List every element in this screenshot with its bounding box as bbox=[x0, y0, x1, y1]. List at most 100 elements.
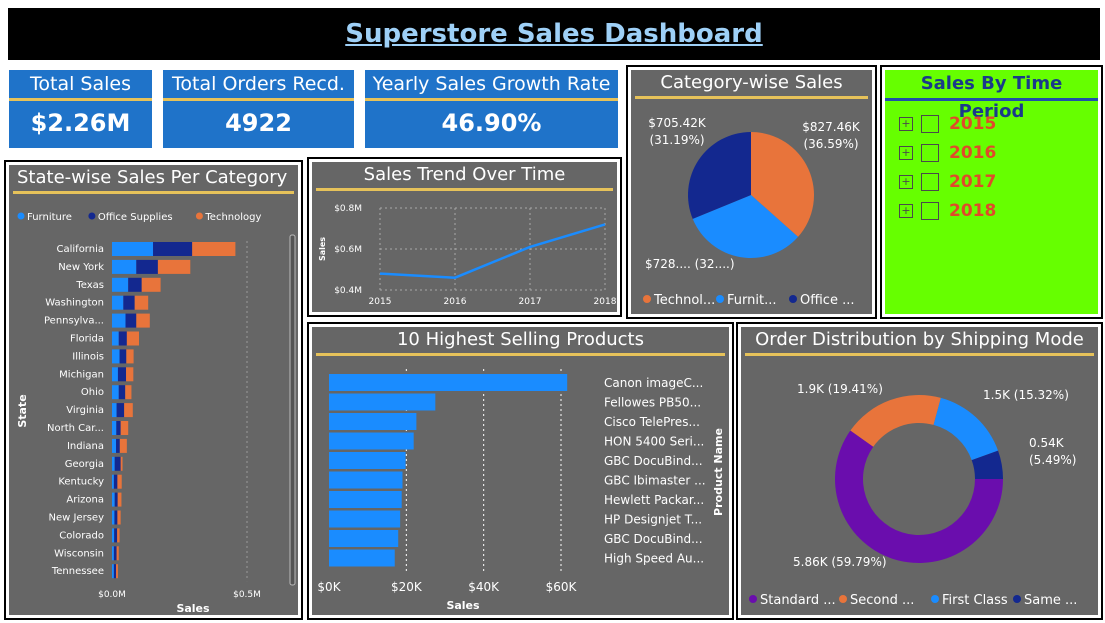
product-label: GBC Ibimaster ... bbox=[604, 474, 706, 488]
bar-segment bbox=[112, 510, 115, 525]
bar-segment bbox=[113, 564, 117, 579]
state-label: Virginia bbox=[66, 405, 104, 416]
product-label: Fellowes PB50... bbox=[604, 396, 701, 410]
state-sales-panel: State-wise Sales Per Category Furniture O… bbox=[4, 160, 303, 620]
bar-segment bbox=[116, 421, 121, 435]
y-tick-label: $0.4M bbox=[334, 286, 362, 296]
panel-title: 10 Highest Selling Products bbox=[316, 327, 725, 356]
x-tick-label: $20K bbox=[391, 580, 423, 594]
slicer-year-2018[interactable]: + 2018 bbox=[899, 196, 1098, 225]
checkbox[interactable] bbox=[921, 172, 939, 191]
pie-slice bbox=[751, 132, 814, 237]
bar-segment bbox=[112, 421, 117, 435]
legend-marker bbox=[749, 595, 757, 603]
kpi-growth-rate: Yearly Sales Growth Rate 46.90% bbox=[362, 67, 621, 151]
product-bar bbox=[329, 393, 436, 411]
kpi-value: 46.90% bbox=[441, 109, 542, 137]
state-label: California bbox=[57, 244, 105, 255]
slicer-title: Sales By Time Period bbox=[885, 70, 1098, 122]
bar-segment bbox=[118, 385, 126, 400]
product-bar bbox=[329, 510, 401, 528]
bar-segment bbox=[120, 421, 129, 435]
bar-segment bbox=[153, 242, 193, 256]
slice-label: $827.46K bbox=[802, 120, 861, 134]
top-products-chart: $0K $20K $40K $60K Canon imageC... Fellowes P… bbox=[317, 369, 725, 612]
state-sales-chart: Furniture Office Supplies Technology Califo… bbox=[16, 212, 296, 615]
state-label: Texas bbox=[75, 280, 104, 291]
bar-segment bbox=[112, 564, 114, 579]
bar-segment bbox=[117, 367, 127, 382]
checkbox[interactable] bbox=[921, 143, 939, 162]
bar-segment bbox=[116, 438, 120, 453]
bar-segment bbox=[141, 277, 161, 292]
sales-trend-line bbox=[379, 223, 606, 279]
slicer-year-2017[interactable]: + 2017 bbox=[899, 167, 1098, 196]
legend-marker bbox=[931, 595, 939, 603]
slicer-year-2015[interactable]: + 2015 bbox=[899, 109, 1098, 138]
bar-segment bbox=[116, 403, 125, 418]
panel-title: Order Distribution by Shipping Mode bbox=[745, 327, 1094, 356]
sales-trend-chart: $0.4M $0.6M $0.8M 2015 2016 2017 2018 Sales bbox=[318, 204, 617, 307]
bar-segment bbox=[116, 546, 119, 561]
x-tick-label: 2018 bbox=[594, 297, 617, 307]
y-axis-label: Sales bbox=[318, 237, 327, 261]
expand-icon[interactable]: + bbox=[899, 174, 913, 189]
bar-segment bbox=[114, 492, 118, 507]
checkbox[interactable] bbox=[921, 114, 939, 133]
legend-marker bbox=[643, 295, 651, 303]
legend-marker bbox=[17, 212, 25, 220]
x-axis-label: Sales bbox=[176, 602, 210, 615]
bar-segment bbox=[112, 242, 154, 256]
year-label: 2015 bbox=[949, 113, 997, 134]
bar-segment bbox=[112, 456, 115, 471]
pie-slice bbox=[688, 132, 751, 219]
product-label: HP Designjet T... bbox=[604, 513, 702, 527]
state-label: Pennsylva... bbox=[44, 316, 104, 327]
state-label: Tennessee bbox=[51, 566, 104, 577]
bar-segment bbox=[114, 510, 118, 525]
shipping-mode-panel: Order Distribution by Shipping Mode 5.86… bbox=[736, 322, 1103, 620]
state-label: Michigan bbox=[59, 369, 104, 380]
bar-segment bbox=[112, 438, 117, 453]
bar-segment bbox=[126, 331, 139, 346]
x-tick-label: 2016 bbox=[444, 297, 467, 307]
pie-slice bbox=[692, 195, 799, 258]
donut-slice bbox=[933, 397, 999, 461]
expand-icon[interactable]: + bbox=[899, 145, 913, 160]
bar-segment bbox=[119, 349, 127, 364]
bar-segment bbox=[114, 456, 121, 471]
x-tick-label: 2015 bbox=[369, 297, 392, 307]
expand-icon[interactable]: + bbox=[899, 203, 913, 218]
bar-segment bbox=[134, 295, 149, 310]
kpi-value: $2.26M bbox=[30, 109, 131, 137]
expand-icon[interactable]: + bbox=[899, 116, 913, 131]
checkbox[interactable] bbox=[921, 201, 939, 220]
bar-segment bbox=[117, 492, 122, 507]
bar-segment bbox=[112, 349, 120, 364]
legend-marker bbox=[839, 595, 847, 603]
bar-segment bbox=[112, 474, 114, 489]
bar-segment bbox=[117, 474, 122, 489]
bar-segment bbox=[112, 313, 126, 328]
product-label: High Speed Au... bbox=[604, 552, 704, 566]
panel-title: State-wise Sales Per Category bbox=[13, 165, 294, 194]
legend-marker bbox=[88, 212, 96, 220]
bar-segment bbox=[112, 367, 118, 382]
bar-segment bbox=[124, 403, 133, 418]
bar-segment bbox=[117, 528, 120, 543]
kpi-total-orders: Total Orders Recd. 4922 bbox=[160, 67, 357, 151]
y-tick-label: $0.8M bbox=[334, 204, 362, 214]
bar-segment bbox=[113, 474, 118, 489]
category-sales-panel: Category-wise Sales $827.46K (36.59%) $728… bbox=[626, 65, 877, 319]
product-bar bbox=[329, 432, 414, 450]
slice-label: (36.59%) bbox=[803, 137, 858, 151]
product-bar bbox=[329, 549, 395, 567]
x-tick-label: 2017 bbox=[519, 297, 542, 307]
bar-segment bbox=[116, 564, 118, 579]
slicer-year-2016[interactable]: + 2016 bbox=[899, 138, 1098, 167]
bar-segment bbox=[126, 349, 134, 364]
bar-segment bbox=[125, 313, 137, 328]
slice-label: 0.54K bbox=[1029, 436, 1065, 450]
state-label: Illinois bbox=[72, 351, 104, 362]
product-bar bbox=[329, 374, 568, 391]
